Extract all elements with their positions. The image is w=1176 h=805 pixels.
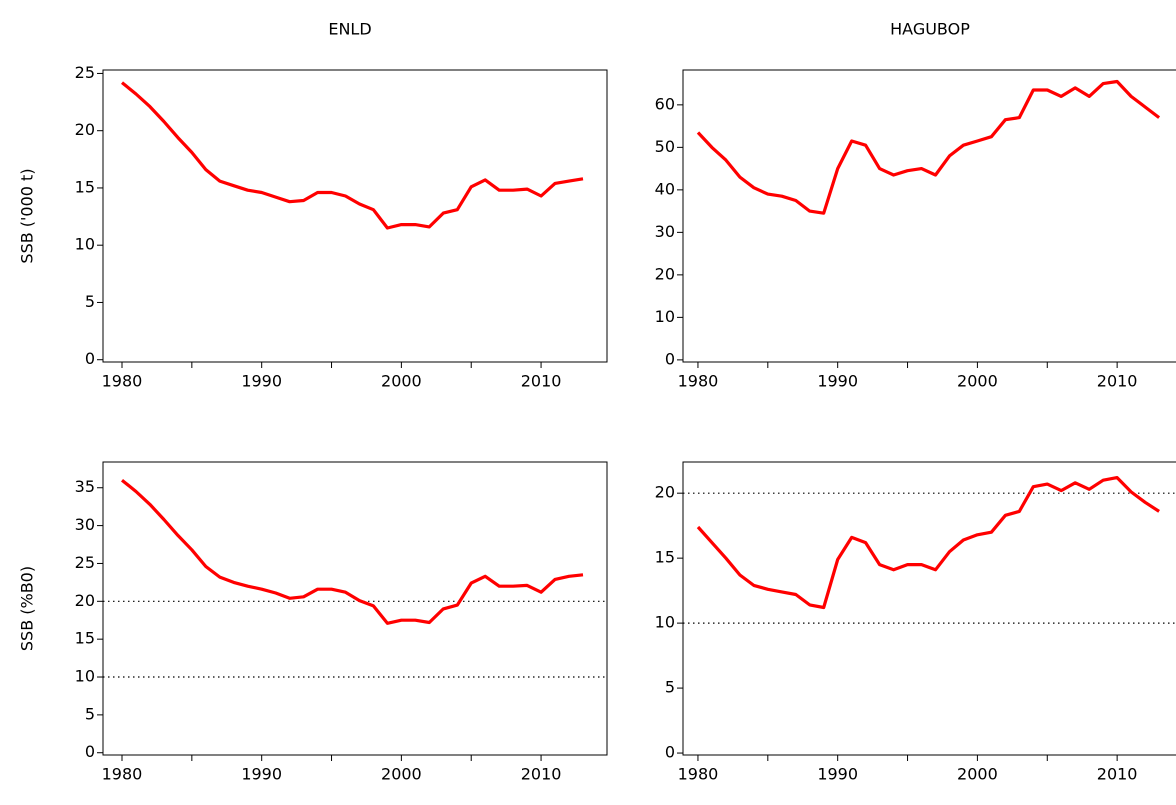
data-line <box>120 81 584 230</box>
x-tick-label: 2000 <box>381 372 422 391</box>
y-tick-label: 20 <box>75 120 95 139</box>
x-tick-label: 2010 <box>521 765 562 784</box>
plot-frame <box>682 69 1176 363</box>
y-tick-label: 40 <box>655 179 675 198</box>
y-tick-label: 15 <box>655 548 675 567</box>
x-tick-label: 2010 <box>1097 372 1138 391</box>
x-tick-label: 1980 <box>678 765 719 784</box>
x-tick-label: 2010 <box>1097 765 1138 784</box>
y-tick-label: 0 <box>85 742 95 761</box>
y-axis-label: SSB ('000 t) <box>18 168 37 263</box>
y-tick-label: 20 <box>655 483 675 502</box>
y-tick-label: 15 <box>75 177 95 196</box>
y-tick-label: 60 <box>655 94 675 113</box>
y-tick-label: 20 <box>655 264 675 283</box>
x-tick-label: 1980 <box>678 372 719 391</box>
y-tick-label: 30 <box>655 222 675 241</box>
y-tick-label: 5 <box>665 678 675 697</box>
plot-frame <box>102 69 608 363</box>
plot-frame <box>102 461 608 756</box>
y-tick-label: 0 <box>85 349 95 368</box>
data-line <box>120 478 584 625</box>
y-tick-label: 5 <box>85 292 95 311</box>
y-tick-label: 0 <box>665 743 675 762</box>
y-tick-label: 15 <box>75 629 95 648</box>
x-tick-label: 1990 <box>241 372 282 391</box>
y-tick-label: 10 <box>655 613 675 632</box>
y-axis-label: SSB (%B0) <box>18 566 37 651</box>
x-tick-label: 2000 <box>957 372 998 391</box>
y-tick-label: 25 <box>75 553 95 572</box>
x-tick-label: 2000 <box>957 765 998 784</box>
x-tick-label: 1990 <box>241 765 282 784</box>
y-tick-label: 5 <box>85 704 95 723</box>
y-tick-label: 25 <box>75 63 95 82</box>
x-tick-label: 1980 <box>102 372 143 391</box>
x-tick-label: 1990 <box>817 372 858 391</box>
x-tick-label: 1990 <box>817 765 858 784</box>
panel-title: ENLD <box>328 20 371 39</box>
panel-title: HAGUBOP <box>890 20 970 39</box>
y-tick-label: 50 <box>655 137 675 156</box>
y-tick-label: 10 <box>655 307 675 326</box>
y-tick-label: 35 <box>75 477 95 496</box>
x-tick-label: 1980 <box>102 765 143 784</box>
y-tick-label: 10 <box>75 667 95 686</box>
data-line <box>696 79 1161 215</box>
y-tick-label: 0 <box>665 349 675 368</box>
y-tick-label: 20 <box>75 591 95 610</box>
x-tick-label: 2010 <box>521 372 562 391</box>
plot-frame <box>682 461 1176 756</box>
data-line <box>696 476 1160 610</box>
y-tick-label: 30 <box>75 515 95 534</box>
y-tick-label: 10 <box>75 235 95 254</box>
x-tick-label: 2000 <box>381 765 422 784</box>
